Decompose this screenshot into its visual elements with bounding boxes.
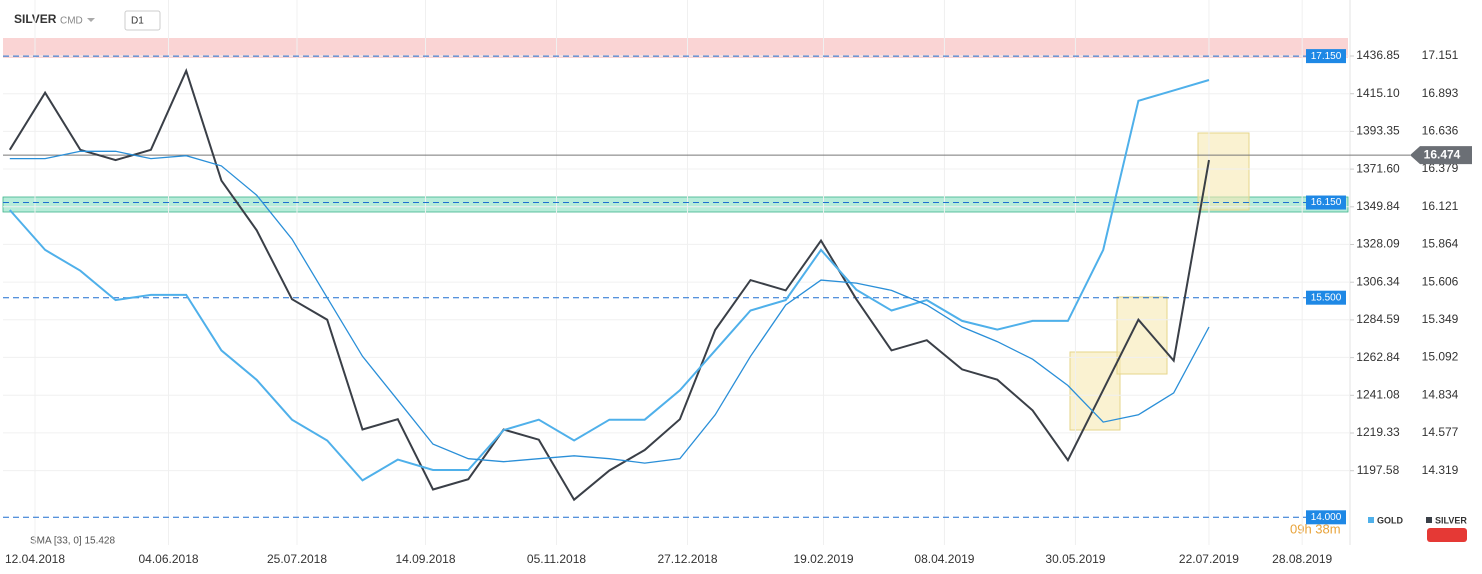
- status-button[interactable]: [1427, 528, 1467, 542]
- y-tick-label: 16.893: [1422, 86, 1459, 100]
- y-tick-label: 17.151: [1422, 48, 1459, 62]
- x-tick-label: 05.11.2018: [527, 552, 586, 566]
- x-tick-label: 25.07.2018: [267, 552, 327, 566]
- x-tick-label: 08.04.2019: [914, 552, 974, 566]
- current-price-tag: [1410, 146, 1472, 165]
- legend-swatch: [1426, 517, 1432, 523]
- x-tick-label: 28.08.2019: [1272, 552, 1332, 566]
- y2-tick-label: 1262.84: [1356, 350, 1400, 364]
- current-price-label: 16.474: [1424, 147, 1461, 161]
- legend-label: GOLD: [1377, 515, 1403, 525]
- level-tag: [1306, 49, 1346, 64]
- y-tick-label: 14.577: [1422, 425, 1459, 439]
- level-tag: [1306, 510, 1346, 525]
- y2-tick-label: 1241.08: [1356, 387, 1400, 401]
- sma-line: [9, 150, 1210, 464]
- x-tick-label: 14.09.2018: [395, 552, 455, 566]
- y-tick-label: 15.092: [1422, 350, 1459, 364]
- interval-button[interactable]: [124, 10, 161, 31]
- x-tick-label: 12.04.2018: [5, 552, 65, 566]
- y-tick-label: 15.606: [1422, 274, 1459, 288]
- dropdown-arrow[interactable]: [87, 18, 95, 22]
- y2-tick-label: 1349.84: [1356, 199, 1400, 213]
- x-tick-label: 22.07.2019: [1179, 552, 1239, 566]
- legend-label: SILVER: [1435, 515, 1467, 525]
- y-tick-label: 16.121: [1422, 199, 1459, 213]
- level-label: 15.500: [1311, 292, 1342, 303]
- y-tick-label: 16.379: [1422, 161, 1459, 175]
- y2-tick-label: 1393.35: [1356, 124, 1400, 138]
- level-tag: [1306, 195, 1346, 210]
- level-tag: [1306, 290, 1346, 305]
- y2-tick-label: 1284.59: [1356, 312, 1400, 326]
- y2-tick-label: 1328.09: [1356, 237, 1400, 251]
- x-tick-label: 04.06.2018: [138, 552, 198, 566]
- level-label: 16.150: [1311, 197, 1342, 208]
- y-tick-label: 14.319: [1422, 463, 1459, 477]
- y2-tick-label: 1371.60: [1356, 161, 1400, 175]
- x-tick-label: 30.05.2019: [1045, 552, 1105, 566]
- y-tick-label: 15.349: [1422, 312, 1459, 326]
- y2-tick-label: 1197.58: [1357, 463, 1400, 477]
- y2-tick-label: 1219.33: [1356, 425, 1400, 439]
- price-line: [9, 79, 1210, 482]
- highlight-box: [1069, 351, 1121, 431]
- legend-swatch: [1368, 517, 1374, 523]
- resistance-zone: [3, 38, 1348, 58]
- y-tick-label: 14.834: [1422, 387, 1459, 401]
- support-zone: [2, 196, 1349, 213]
- level-label: 14.000: [1311, 512, 1342, 523]
- price-line: [8, 68, 1210, 502]
- x-tick-label: 19.02.2019: [793, 552, 853, 566]
- interval[interactable]: D1: [131, 16, 144, 27]
- highlight-box: [1116, 296, 1168, 375]
- level-label: 17.150: [1311, 51, 1342, 62]
- highlight-box: [1197, 132, 1250, 211]
- y2-tick-label: 1436.85: [1356, 48, 1400, 62]
- y-tick-label: 15.864: [1422, 237, 1459, 251]
- x-tick-label: 27.12.2018: [657, 552, 717, 566]
- market: CMD: [60, 16, 83, 27]
- y2-tick-label: 1415.10: [1356, 86, 1400, 100]
- y2-tick-label: 1306.34: [1356, 274, 1400, 288]
- indicator-label: SMA [33, 0] 15.428: [30, 536, 115, 547]
- y-tick-label: 16.636: [1422, 124, 1459, 138]
